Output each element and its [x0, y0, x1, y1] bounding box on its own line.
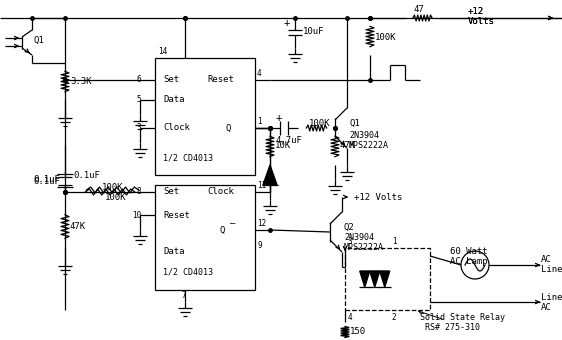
Text: Q2: Q2 [344, 222, 355, 232]
Bar [345, 248, 430, 310]
Text: Clock: Clock [207, 187, 234, 197]
Text: Line: Line [541, 266, 562, 274]
Text: 47K: 47K [339, 141, 355, 151]
Text: 100K: 100K [105, 193, 126, 203]
Text: 2N3904: 2N3904 [344, 233, 374, 241]
Text: AC: AC [541, 255, 552, 265]
Text: Line: Line [541, 292, 562, 302]
Text: 150: 150 [350, 327, 366, 337]
Text: 47: 47 [413, 5, 424, 15]
Text: 5: 5 [137, 96, 141, 104]
Text: 10: 10 [132, 210, 141, 220]
Text: Solid State Relay: Solid State Relay [420, 313, 505, 323]
Text: 4: 4 [348, 312, 352, 322]
Text: Q: Q [225, 123, 230, 133]
Polygon shape [380, 271, 390, 287]
Text: 2N3904: 2N3904 [349, 132, 379, 140]
Text: MPS2222A: MPS2222A [349, 141, 389, 151]
Polygon shape [263, 165, 277, 185]
Text: 2: 2 [392, 312, 396, 322]
Text: Volts: Volts [468, 17, 495, 27]
Text: MPS2222A: MPS2222A [344, 242, 384, 252]
Text: 8: 8 [137, 187, 141, 197]
Text: +12 Volts: +12 Volts [354, 192, 402, 202]
Bar [155, 58, 255, 175]
Text: +12: +12 [468, 6, 484, 16]
Text: +: + [283, 18, 289, 28]
Text: 100K: 100K [309, 119, 330, 128]
Polygon shape [370, 271, 380, 287]
Text: 100K: 100K [375, 33, 397, 41]
Text: 100K: 100K [102, 183, 124, 191]
Text: Q: Q [220, 225, 225, 235]
Text: ̅: ̅ [230, 223, 235, 233]
Text: 6: 6 [137, 75, 141, 85]
Text: 1/2 CD4013: 1/2 CD4013 [163, 153, 213, 163]
Text: Reset: Reset [163, 210, 190, 220]
Text: 0.1uF: 0.1uF [73, 171, 100, 181]
Bar [155, 185, 255, 290]
Text: 1: 1 [257, 117, 262, 125]
Text: 4: 4 [257, 68, 262, 78]
Text: 1/2 CD4013: 1/2 CD4013 [163, 268, 213, 276]
Text: 3.3K: 3.3K [70, 77, 92, 86]
Text: 0.1uF: 0.1uF [33, 176, 60, 186]
Text: 4,7uF: 4,7uF [275, 136, 302, 144]
Text: 9: 9 [257, 240, 262, 250]
Text: AC: AC [541, 303, 552, 311]
Text: Q1: Q1 [349, 119, 360, 128]
Text: Q1: Q1 [33, 35, 44, 45]
Text: 10uF: 10uF [303, 28, 324, 36]
Text: Set: Set [163, 187, 179, 197]
Text: RS# 275-310: RS# 275-310 [425, 323, 480, 332]
Text: 60 Watt: 60 Watt [450, 248, 488, 256]
Text: 3: 3 [348, 237, 352, 245]
Polygon shape [360, 271, 370, 287]
Text: AC Lamp: AC Lamp [450, 257, 488, 267]
Text: 3: 3 [137, 123, 141, 133]
Text: +: + [276, 113, 282, 123]
Text: Volts: Volts [468, 17, 495, 27]
Text: Set: Set [163, 75, 179, 85]
Text: 47K: 47K [70, 222, 86, 231]
Text: 0.1uF: 0.1uF [33, 175, 60, 185]
Text: 10K: 10K [275, 141, 291, 151]
Text: 12: 12 [257, 219, 266, 227]
Text: 7: 7 [182, 290, 187, 300]
Text: 11: 11 [257, 181, 266, 189]
Text: +12: +12 [468, 7, 484, 17]
Text: 14: 14 [158, 48, 167, 56]
Text: Data: Data [163, 96, 184, 104]
Text: 1: 1 [392, 237, 396, 245]
Text: Reset: Reset [207, 75, 234, 85]
Text: Clock: Clock [163, 123, 190, 133]
Text: Data: Data [163, 248, 184, 256]
